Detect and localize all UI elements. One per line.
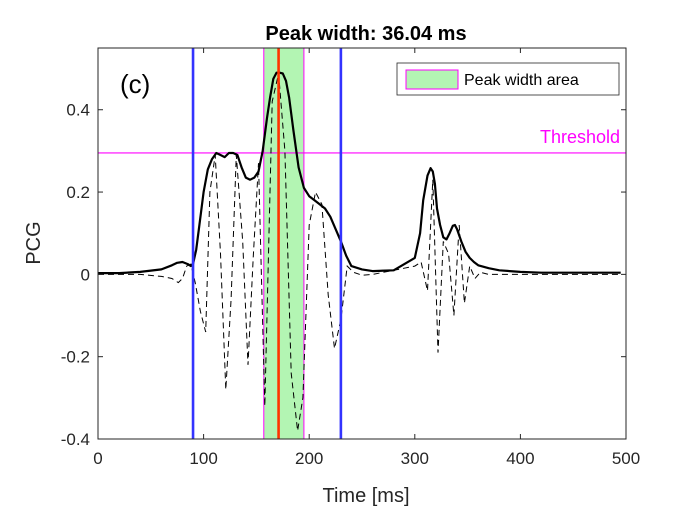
chart-title: Peak width: 36.04 ms	[265, 23, 466, 45]
plot-area	[98, 48, 626, 439]
y-tick-label: 0	[81, 265, 90, 284]
envelope-series-line	[98, 71, 621, 275]
x-tick-label: 400	[506, 449, 534, 468]
x-tick-label: 300	[401, 449, 429, 468]
axes-box	[97, 47, 627, 440]
x-tick-label: 500	[612, 449, 640, 468]
legend-swatch	[405, 69, 459, 90]
x-axis-label: Time [ms]	[322, 485, 409, 507]
y-tick-label: -0.2	[61, 348, 90, 367]
peak-width-area	[263, 47, 305, 440]
x-tick-label: 100	[189, 449, 217, 468]
x-tick-label: 0	[93, 449, 102, 468]
signal-series-line	[98, 73, 621, 431]
legend-entry-label: Peak width area	[464, 72, 579, 89]
threshold-label: Threshold	[540, 127, 620, 147]
panel-tag: (c)	[120, 69, 150, 99]
legend-box	[396, 62, 620, 96]
x-tick-label: 200	[295, 449, 323, 468]
y-axis-label: PCG	[23, 221, 45, 264]
legend: Peak width area	[396, 62, 620, 96]
y-tick-label: 0.2	[66, 183, 90, 202]
y-tick-label: -0.4	[61, 430, 90, 449]
y-tick-label: 0.4	[66, 101, 90, 120]
